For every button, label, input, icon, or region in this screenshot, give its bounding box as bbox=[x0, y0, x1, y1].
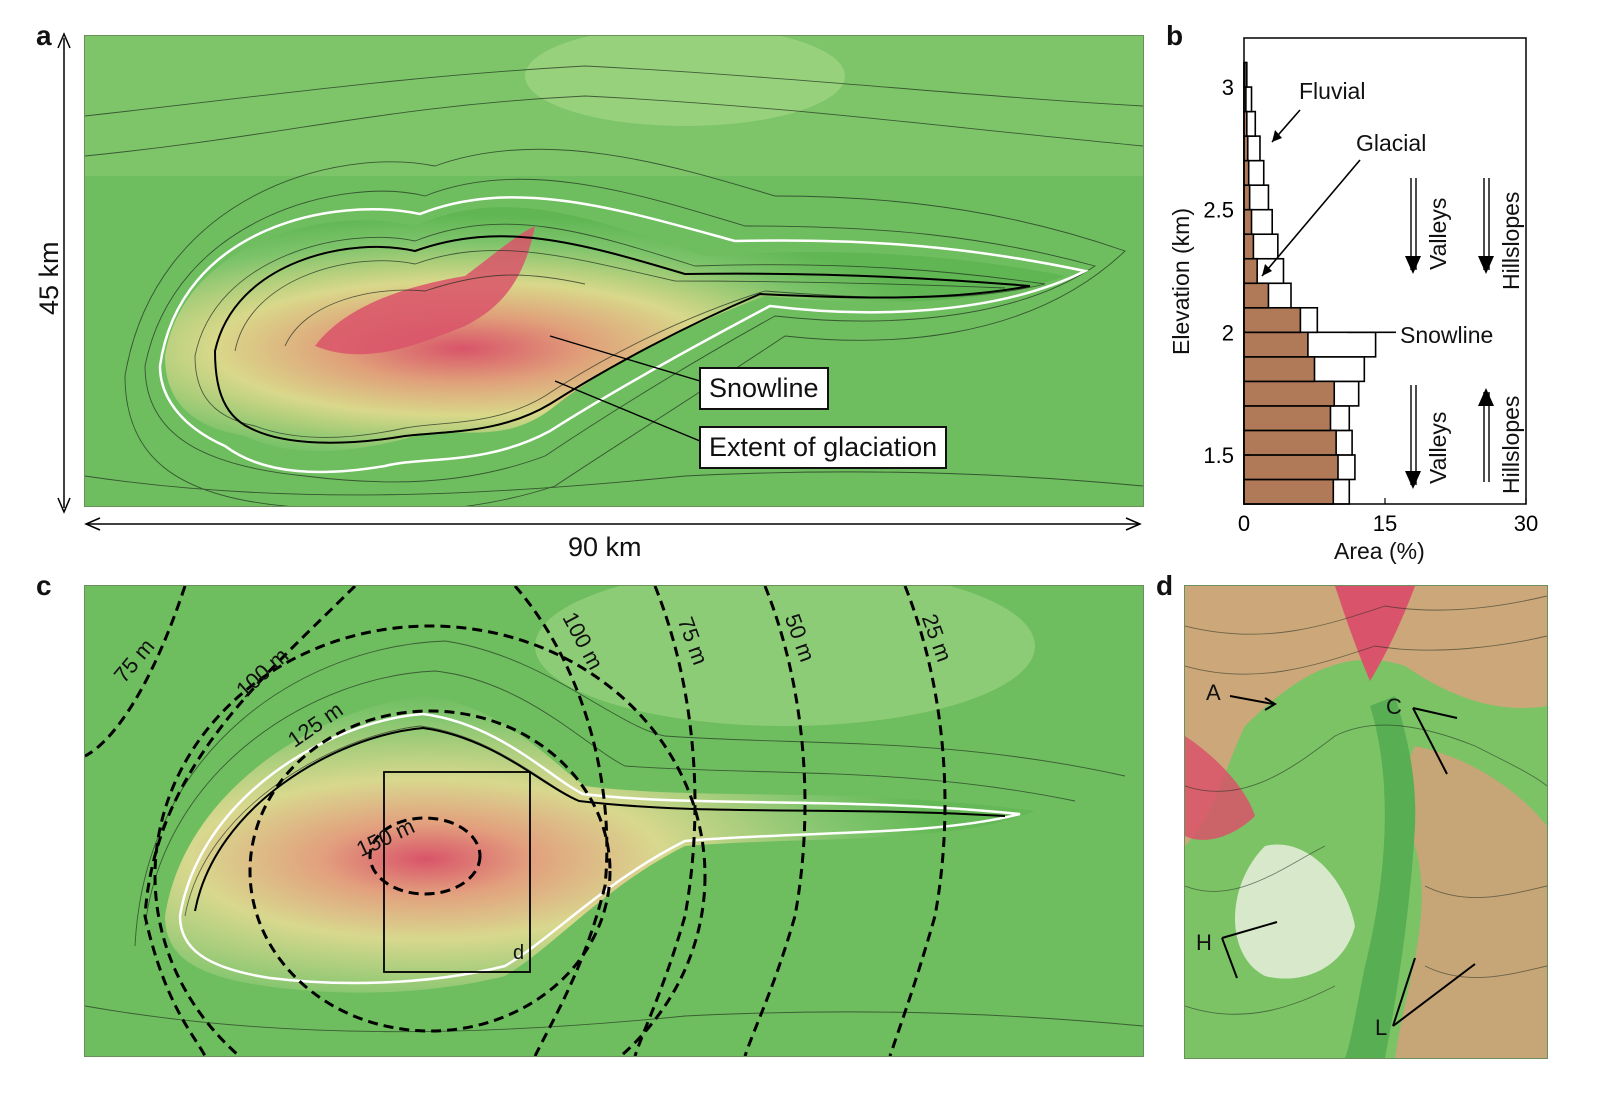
glacial-bar bbox=[1243, 478, 1335, 505]
y-axis-label: Elevation (km) bbox=[1168, 208, 1194, 355]
glacial-bar bbox=[1243, 331, 1309, 358]
valleys-upper-label: Valleys bbox=[1425, 197, 1451, 270]
marker-a: A bbox=[1206, 680, 1221, 705]
x-tick-label: 15 bbox=[1373, 511, 1397, 536]
hillslopes-upper-arrow-head bbox=[1478, 256, 1494, 274]
glacial-leader bbox=[1261, 159, 1361, 277]
panel-c-map bbox=[84, 585, 1144, 1057]
callout-leader-lines bbox=[549, 335, 701, 442]
valleys-lower-label: Valleys bbox=[1425, 411, 1451, 484]
hillslopes-upper-label: Hillslopes bbox=[1498, 191, 1524, 290]
panel-d-map bbox=[1184, 585, 1548, 1059]
hillslopes-lower-arrow-head bbox=[1478, 388, 1494, 406]
callout-snowline: Snowline bbox=[699, 367, 829, 410]
terrain-relief-c bbox=[85, 586, 1143, 1056]
glacial-bar bbox=[1243, 380, 1336, 407]
valleys-lower-arrow-head bbox=[1405, 471, 1421, 489]
glacial-bar bbox=[1243, 405, 1332, 432]
glacial-bar bbox=[1243, 184, 1251, 211]
y-tick-label: 3 bbox=[1222, 75, 1234, 100]
panel-a-letter: a bbox=[36, 20, 52, 51]
snowline-annotation: Snowline bbox=[1400, 322, 1494, 348]
horizontal-scale-bar bbox=[84, 517, 1142, 531]
vertical-scale-label: 45 km bbox=[34, 241, 64, 315]
panel-a-map bbox=[84, 35, 1144, 507]
elevation-histogram: 0 15 30 1.5 2 2.5 3 bbox=[1203, 37, 1538, 536]
glacial-bar bbox=[1243, 306, 1302, 334]
callout-extent-of-glaciation: Extent of glaciation bbox=[699, 426, 948, 469]
glacial-bar bbox=[1243, 282, 1270, 309]
glacial-bar bbox=[1243, 208, 1253, 236]
y-tick-label: 1.5 bbox=[1203, 443, 1234, 468]
hillslopes-lower-label: Hillslopes bbox=[1498, 395, 1524, 494]
terrain-relief bbox=[85, 36, 1143, 506]
glacial-bar bbox=[1243, 356, 1316, 383]
valleys-upper-arrow-head bbox=[1405, 256, 1421, 274]
vertical-scale-bar bbox=[57, 32, 71, 514]
fluvial-arrowhead bbox=[1272, 130, 1282, 142]
x-tick-label: 30 bbox=[1514, 511, 1538, 536]
x-axis-label: Area (%) bbox=[1334, 538, 1425, 564]
glacial-bar bbox=[1243, 257, 1258, 285]
marker-h: H bbox=[1196, 930, 1212, 955]
panel-d-letter: d bbox=[1156, 570, 1174, 601]
glacial-bar bbox=[1243, 233, 1255, 260]
marker-l: L bbox=[1375, 1015, 1388, 1040]
fluvial-annotation: Fluvial bbox=[1299, 78, 1366, 104]
glacial-arrowhead bbox=[1262, 264, 1272, 276]
glacial-bar bbox=[1243, 454, 1339, 481]
glacial-annotation: Glacial bbox=[1356, 130, 1427, 156]
y-tick-label: 2 bbox=[1222, 320, 1234, 345]
y-tick-label: 2.5 bbox=[1203, 198, 1234, 223]
inset-box-label: d bbox=[513, 942, 525, 964]
marker-c: C bbox=[1386, 694, 1402, 719]
terrain-relief-d bbox=[1185, 586, 1547, 1058]
panel-b-letter: b bbox=[1166, 20, 1184, 51]
glacial-bar bbox=[1243, 429, 1337, 456]
x-tick-label: 0 bbox=[1238, 511, 1250, 536]
panel-c-letter: c bbox=[36, 570, 52, 601]
horizontal-scale-label: 90 km bbox=[568, 532, 642, 562]
